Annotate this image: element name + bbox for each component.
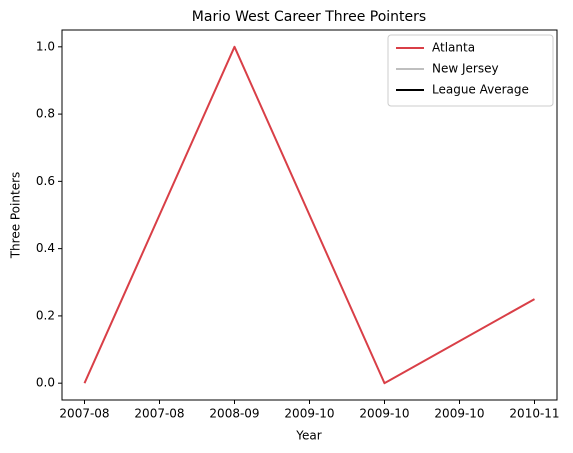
y-tick-label: 0.4 bbox=[36, 241, 55, 255]
x-tick-label: 2007-08 bbox=[59, 407, 109, 421]
x-axis-label: Year bbox=[295, 429, 321, 443]
legend-label: Atlanta bbox=[432, 41, 475, 55]
x-tick-label: 2007-08 bbox=[134, 407, 184, 421]
y-tick-label: 0.2 bbox=[36, 308, 55, 322]
x-tick-label: 2010-11 bbox=[509, 407, 559, 421]
x-tick-label: 2009-10 bbox=[434, 407, 484, 421]
y-axis-label: Three Pointers bbox=[9, 172, 23, 260]
legend-box bbox=[387, 34, 554, 107]
chart-title: Mario West Career Three Pointers bbox=[192, 9, 426, 25]
x-tick-label: 2008-09 bbox=[209, 407, 259, 421]
legend-label: League Average bbox=[432, 83, 529, 97]
series-line bbox=[83, 45, 535, 385]
x-tick-label: 2009-10 bbox=[284, 407, 334, 421]
plot-frame bbox=[61, 29, 558, 401]
y-tick-label: 0.0 bbox=[36, 376, 55, 390]
y-tick-label: 1.0 bbox=[36, 39, 55, 53]
legend-label: New Jersey bbox=[432, 62, 499, 76]
x-tick-label: 2009-10 bbox=[359, 407, 409, 421]
y-tick-label: 0.6 bbox=[36, 174, 55, 188]
y-tick-label: 0.8 bbox=[36, 107, 55, 121]
